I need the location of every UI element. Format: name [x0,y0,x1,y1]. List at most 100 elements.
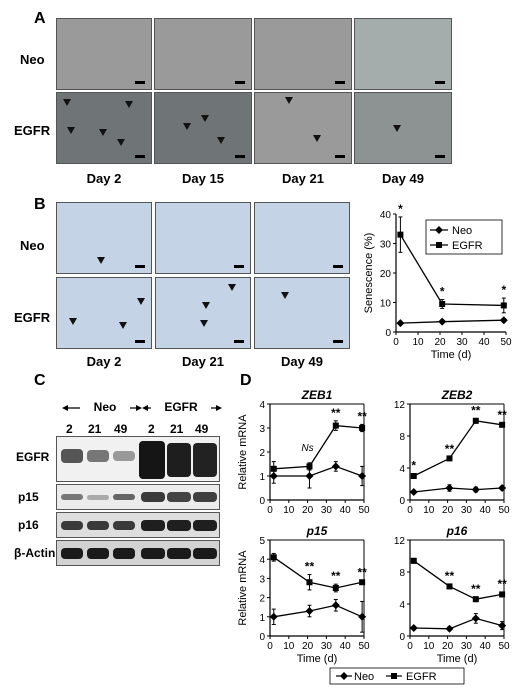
x-tick-label: 0 [267,641,273,652]
data-point-egfr [472,596,479,603]
blot-label-p16: p16 [18,518,39,532]
arrowhead-icon [202,302,210,309]
series-line-neo [273,604,363,618]
x-tick-label: 40 [340,505,352,516]
data-point-neo [269,612,278,621]
significance-annotation: ** [471,582,481,596]
legend-egfr-marker [391,673,397,679]
group-label-neo: Neo [80,400,130,414]
data-point-neo [498,484,507,492]
data-point-neo [471,614,480,623]
x-tick-label: 0 [267,505,273,516]
group-label-egfr: EGFR [151,400,211,414]
data-point-egfr [359,579,366,586]
significance-annotation: ** [331,569,341,583]
y-tick-label: 0 [259,632,265,643]
data-point-egfr [446,583,453,590]
y-tick-label: 0 [259,496,265,507]
micrograph-a-egfr-day15 [154,92,252,164]
x-tick-label: 30 [321,505,333,516]
legend-b: Neo EGFR [425,219,503,255]
significance-annotation: * [398,202,403,216]
significance-annotation: ** [497,408,507,422]
micrograph-b-egfr-day49 [254,277,350,349]
micrograph-b-egfr-day2 [56,277,152,349]
data-point-neo [445,484,454,492]
y-tick-label: 5 [259,536,265,547]
micrograph-a-neo-day21 [254,18,352,90]
x-tick-label: 0 [407,505,413,516]
data-point-neo [396,319,405,328]
y-tick-label: 10 [380,299,392,310]
significance-annotation: * [440,285,445,299]
arrowhead-icon [125,101,133,108]
arrowhead-icon [200,320,208,327]
series-line-egfr [273,424,363,470]
chart-title: p16 [446,524,468,538]
y-tick-label: 12 [394,400,406,411]
data-point-egfr [306,463,313,470]
y-tick-label: 30 [380,240,392,251]
micrograph-a-egfr-day49 [354,92,452,164]
legend-marker [435,226,443,234]
lane-label: 21 [170,422,184,436]
arrowhead-icon [69,318,77,325]
blot-actin [56,540,220,566]
x-tick-label: 50 [358,641,370,652]
qpcr-chart-zeb1: 0 10 20 30 40 50 0 1 2 3 4 Relative mRNA ZEB1 Ns ** ** [237,388,370,516]
x-tick-label: 0 [393,337,399,348]
x-tick-label: 20 [442,641,454,652]
arrowhead-icon [228,284,236,291]
blot-label-p15: p15 [18,490,39,504]
micrograph-b-egfr-day21 [155,277,251,349]
legend: Neo EGFR [329,667,465,685]
y-axis-label: Relative mRNA [237,414,249,490]
x-tick-label: 20 [302,505,314,516]
blot-label-actin: β-Actin [14,546,56,560]
micrograph-a-neo-day49 [354,18,452,90]
series-line-neo [413,617,503,630]
arrowhead-icon [183,123,191,130]
panel-a-day-label: Day 15 [182,171,224,186]
data-point-egfr [472,417,479,424]
micrograph-a-egfr-day2 [56,92,152,164]
panel-a-day-label: Day 21 [282,171,324,186]
micrograph-a-egfr-day21 [254,92,352,164]
data-point-egfr [332,422,339,429]
data-point-neo [409,488,418,496]
significance-annotation: Ns [301,443,313,454]
y-axis-label: Senescence (%) [363,233,375,314]
legend-neo: Neo [354,671,374,683]
arrowhead-icon [201,115,209,122]
series-line-neo [400,319,504,324]
x-tick-label: 50 [498,641,510,652]
y-tick-label: 20 [380,269,392,280]
panel-d-label: D [240,372,252,389]
data-point-neo [498,621,507,630]
data-point-neo [358,612,367,621]
arrowhead-icon [63,99,71,106]
data-point-egfr [499,421,506,428]
x-axis-label: Time (d) [297,653,338,665]
x-tick-label: 20 [434,337,446,348]
lane-label: 49 [114,422,128,436]
y-tick-label: 1 [259,613,265,624]
arrowhead-icon [281,292,289,299]
x-axis-label: Time (d) [431,349,472,361]
significance-annotation: ** [331,406,341,420]
significance-annotation: ** [357,565,367,579]
data-point-neo [305,472,314,480]
blot-label-egfr: EGFR [16,450,50,464]
panel-b-day-label: Day 21 [182,354,224,369]
panel-b-row-egfr: EGFR [14,310,51,325]
data-point-egfr [270,465,277,472]
x-tick-label: 0 [407,641,413,652]
y-tick-label: 3 [259,574,265,585]
x-tick-label: 10 [283,641,295,652]
data-point-egfr [397,231,404,238]
data-point-egfr [332,585,339,591]
series-line-neo [413,487,503,493]
y-tick-label: 0 [385,328,391,339]
legend-neo-marker [340,672,348,680]
y-tick-label: 4 [259,400,265,411]
